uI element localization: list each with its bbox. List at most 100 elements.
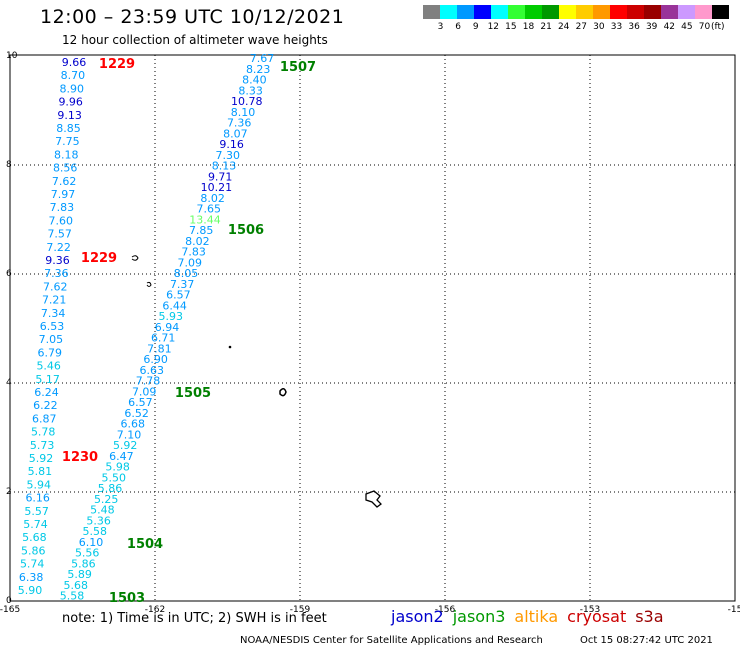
map-frame <box>9 54 736 602</box>
pass-id-label: 1229 <box>99 57 135 72</box>
wave-height-label: 9.96 <box>58 96 83 109</box>
credit-footer: NOAA/NESDIS Center for Satellite Applica… <box>240 635 543 646</box>
legend-label: 30 <box>593 22 605 32</box>
wave-height-label: 5.17 <box>35 373 60 386</box>
wave-height-label: 7.62 <box>43 280 68 293</box>
wave-height-label: 8.70 <box>61 69 86 82</box>
legend-label: 39 <box>645 22 658 32</box>
wave-height-label: 7.30 <box>216 149 241 162</box>
wave-height-label: 8.13 <box>212 160 237 173</box>
wave-height-label: 8.07 <box>223 127 248 140</box>
satellite-legend: jason2 jason3 altika cryosat s3a <box>391 607 673 626</box>
wave-height-label: 7.21 <box>42 294 67 307</box>
legend-swatch <box>559 5 576 19</box>
units-note: note: 1) Time is in UTC; 2) SWH is in fe… <box>62 611 327 626</box>
wave-height-label: 7.22 <box>46 241 71 254</box>
legend-swatch <box>423 5 440 19</box>
x-tick-label: -156 <box>435 605 456 615</box>
legend-swatch <box>661 5 678 19</box>
satellite-jason3: jason3 <box>452 607 506 626</box>
island-outline <box>365 490 382 508</box>
wave-height-label: 5.68 <box>22 531 47 544</box>
page-subtitle: 12 hour collection of altimeter wave hei… <box>62 33 328 47</box>
wave-height-label: 5.50 <box>102 471 127 484</box>
pass-id-label: 1504 <box>127 537 163 552</box>
x-tick-label: -153 <box>580 605 600 615</box>
wave-height-label: 5.92 <box>113 439 138 452</box>
x-tick-label: -159 <box>290 605 311 615</box>
satellite-altika: altika <box>514 607 559 626</box>
wave-height-label: 8.56 <box>53 162 78 175</box>
wave-height-label: 5.46 <box>36 360 61 373</box>
wave-height-label: 6.38 <box>19 571 44 584</box>
y-tick-label: 6 <box>6 269 12 279</box>
wave-height-label: 5.78 <box>31 426 56 439</box>
legend-label: 15 <box>505 22 517 32</box>
wave-height-label: 7.81 <box>147 342 172 355</box>
pass-id-label: 1229 <box>81 251 117 266</box>
legend-label: 18 <box>522 22 535 32</box>
y-tick-label: 10 <box>6 51 18 61</box>
wave-height-label: 10.21 <box>201 181 233 194</box>
wave-height-label: 6.53 <box>40 320 65 333</box>
legend-label: 3 <box>437 22 444 32</box>
wave-height-label: 7.85 <box>189 224 214 237</box>
legend-swatch <box>491 5 508 19</box>
wave-height-label: 6.57 <box>128 396 153 409</box>
wave-height-label: 8.18 <box>54 148 79 161</box>
legend-swatch <box>695 5 712 19</box>
wave-height-label: 5.56 <box>75 547 100 560</box>
wave-height-label: 5.73 <box>30 439 55 452</box>
wave-height-label: 7.37 <box>170 278 195 291</box>
wave-height-label: 10.78 <box>231 95 263 108</box>
wave-height-label: 5.93 <box>159 310 184 323</box>
wave-height-label: 8.05 <box>174 267 199 280</box>
wave-height-label: 7.75 <box>55 135 80 148</box>
pass-id-label: 1507 <box>280 60 316 75</box>
wave-height-label: 9.16 <box>219 138 244 151</box>
y-tick-label: 2 <box>6 487 12 497</box>
wave-height-label: 5.58 <box>83 525 108 538</box>
wave-height-label: 7.34 <box>41 307 66 320</box>
wave-height-label: 8.40 <box>242 74 267 87</box>
wave-height-label: 8.23 <box>246 63 271 76</box>
wave-height-label: 7.97 <box>51 188 76 201</box>
legend-label: 33 <box>610 22 623 32</box>
legend-label: 6 <box>455 22 461 32</box>
legend-label: 24 <box>557 22 570 32</box>
wave-height-label: 8.85 <box>56 122 81 135</box>
island-outline <box>131 255 139 261</box>
wave-height-label: 5.94 <box>27 478 52 491</box>
legend-swatch <box>644 5 661 19</box>
wave-height-label: 5.90 <box>18 584 43 597</box>
legend-swatch <box>474 5 491 19</box>
y-tick-label: 4 <box>6 378 12 388</box>
wave-height-label: 8.90 <box>60 82 85 95</box>
y-tick-label: 0 <box>6 596 12 606</box>
wave-height-label: 7.09 <box>178 256 203 269</box>
legend-swatch <box>457 5 474 19</box>
wave-height-label: 5.86 <box>71 557 96 570</box>
legend-swatch <box>542 5 559 19</box>
legend-swatch <box>610 5 627 19</box>
wave-height-label: 13.44 <box>189 213 221 226</box>
wave-height-label: 6.16 <box>25 492 50 505</box>
timestamp-footer: Oct 15 08:27:42 UTC 2021 <box>580 635 713 646</box>
wave-height-label: 5.98 <box>105 461 130 474</box>
wave-height-label: 6.10 <box>79 536 104 549</box>
x-tick-label: -162 <box>145 605 165 615</box>
wave-height-label: 5.68 <box>64 579 89 592</box>
wave-height-label: 9.66 <box>62 56 87 69</box>
pass-id-label: 1506 <box>228 223 264 238</box>
legend-swatch <box>712 5 729 19</box>
satellite-jason2: jason2 <box>391 607 444 626</box>
wave-height-label: 6.87 <box>32 412 57 425</box>
legend-label: 70 <box>698 22 711 32</box>
wave-height-label: 7.62 <box>52 175 77 188</box>
pass-id-label: 1503 <box>109 591 145 606</box>
pass-id-label: 1505 <box>175 386 211 401</box>
legend-swatch <box>440 5 457 19</box>
wave-height-label: 7.05 <box>39 333 64 346</box>
wave-height-label: 5.74 <box>20 558 45 571</box>
